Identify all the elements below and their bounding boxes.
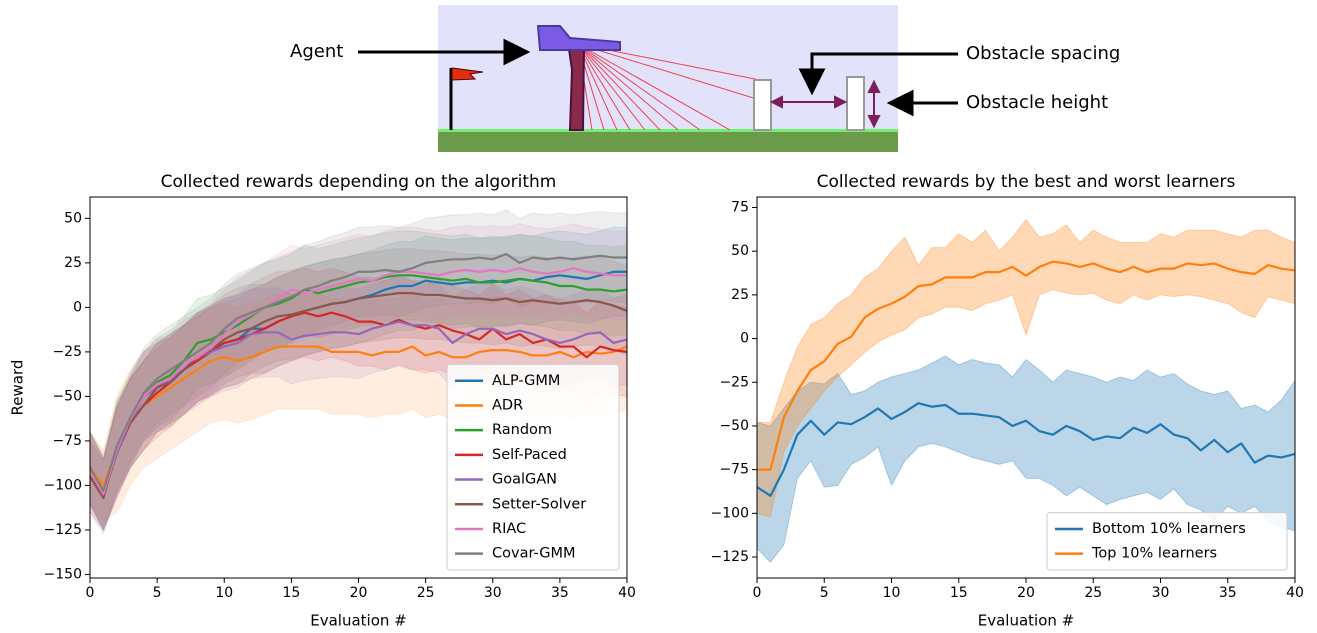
x-tick-label: 35 <box>551 585 569 601</box>
y-tick-label: 0 <box>740 331 749 347</box>
x-tick-label: 20 <box>1017 585 1035 601</box>
obstacle <box>753 79 772 131</box>
y-tick-label: 25 <box>731 287 749 303</box>
y-tick-label: 75 <box>731 199 749 215</box>
legend-label: Bottom 10% learners <box>1092 521 1246 537</box>
plot-area <box>757 218 1295 564</box>
x-axis-label: Evaluation # <box>978 612 1074 630</box>
y-tick-label: −50 <box>52 388 82 404</box>
band <box>757 355 1295 564</box>
x-tick-label: 25 <box>1084 585 1102 601</box>
legend: ALP-GMM ADR Random Self-Paced GoalGAN Setter-… <box>446 363 620 571</box>
flag <box>451 67 484 81</box>
x-tick-label: 30 <box>484 585 502 601</box>
x-tick-label: 0 <box>86 585 95 601</box>
y-tick-label: −50 <box>719 418 749 434</box>
x-axis-label: Evaluation # <box>310 612 406 630</box>
legend-label: Covar-GMM <box>492 546 576 562</box>
x-tick-label: 5 <box>153 585 162 601</box>
x-tick-label: 20 <box>350 585 368 601</box>
series-line <box>757 260 1295 471</box>
y-tick-label: −125 <box>711 549 749 565</box>
x-tick-label: 10 <box>215 585 233 601</box>
band <box>757 218 1295 518</box>
ground-edge <box>438 129 898 132</box>
series-line <box>90 267 627 496</box>
sky <box>438 5 898 152</box>
band <box>90 230 627 532</box>
illustration: Agent Obstacle spacing Obstacle height <box>290 5 1120 152</box>
agent-hull <box>536 25 621 51</box>
legend-label: Top 10% learners <box>1091 546 1217 562</box>
x-tick-label: 15 <box>282 585 300 601</box>
legend-label: GoalGAN <box>492 472 557 488</box>
band <box>90 226 627 532</box>
obstacle <box>846 76 865 131</box>
x-tick-label: 35 <box>1219 585 1237 601</box>
series-line <box>757 402 1295 497</box>
plot-area <box>90 208 627 535</box>
ground <box>438 131 898 152</box>
y-tick-label: 50 <box>64 210 82 226</box>
x-tick-label: 15 <box>950 585 968 601</box>
legend-label: ADR <box>492 397 523 413</box>
chart: 0 5 10 15 20 25 30 35 40 −150 −125 −100 −75 −50 −25 0 25… <box>9 172 636 630</box>
legend-label: Random <box>492 422 552 438</box>
x-tick-label: 10 <box>883 585 901 601</box>
chart-title: Collected rewards by the best and worst … <box>817 172 1236 192</box>
x-tick-label: 40 <box>1286 585 1304 601</box>
legend: Bottom 10% learners Top 10% learners <box>1046 512 1288 571</box>
y-tick-label: −100 <box>711 505 749 521</box>
y-tick-label: 25 <box>64 255 82 271</box>
y-tick-label: −75 <box>719 462 749 478</box>
chart-title: Collected rewards depending on the algor… <box>161 172 557 192</box>
y-tick-label: −25 <box>52 344 82 360</box>
chart: 0 5 10 15 20 25 30 35 40 −125 −100 −75 −50 −25 0 25 50 75… <box>711 172 1304 630</box>
y-tick-label: −150 <box>44 566 82 582</box>
legend-label: ALP-GMM <box>492 373 560 389</box>
legend-label: Setter-Solver <box>492 496 586 512</box>
annotation: Obstacle height <box>966 92 1108 113</box>
legend-box <box>446 363 620 571</box>
x-tick-label: 30 <box>1152 585 1170 601</box>
y-tick-label: −100 <box>44 477 82 493</box>
y-axis-label: Reward <box>9 360 27 416</box>
y-tick-label: −125 <box>44 522 82 538</box>
series-line <box>90 252 627 492</box>
x-tick-label: 0 <box>753 585 762 601</box>
y-tick-label: −75 <box>52 433 82 449</box>
series-line <box>90 345 627 487</box>
annotation: Agent <box>290 41 343 62</box>
x-tick-label: 40 <box>618 585 636 601</box>
legend-label: RIAC <box>492 521 526 537</box>
band <box>90 248 627 535</box>
series-line <box>90 274 627 496</box>
pointer-arrows <box>358 38 958 117</box>
measure-arrows <box>769 79 881 129</box>
legend-label: Self-Paced <box>492 447 567 463</box>
y-tick-label: 50 <box>731 243 749 259</box>
y-tick-label: −25 <box>719 374 749 390</box>
annotation: Obstacle spacing <box>966 43 1120 64</box>
y-tick-label: 0 <box>73 299 82 315</box>
series-line <box>90 292 627 499</box>
legend-box <box>1046 512 1288 571</box>
x-tick-label: 25 <box>417 585 435 601</box>
x-tick-label: 5 <box>820 585 829 601</box>
